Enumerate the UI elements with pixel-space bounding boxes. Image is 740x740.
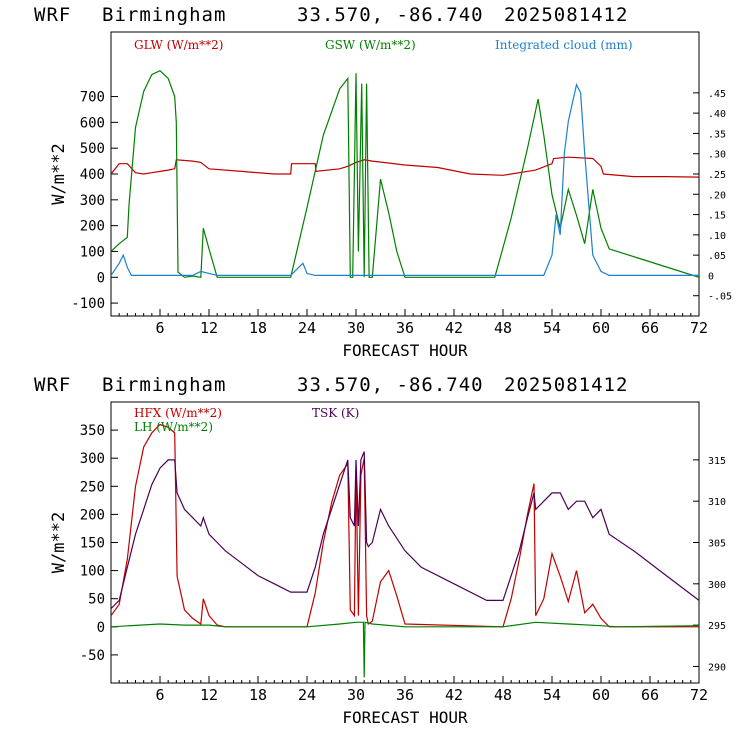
y-tick-label: -50 [80, 648, 105, 664]
x-tick-label: 30 [347, 319, 365, 337]
y2-tick-label: 290 [708, 662, 726, 673]
x-tick-label: 42 [445, 319, 463, 337]
series-line-2 [111, 69, 699, 278]
x-tick-label: 18 [249, 686, 267, 704]
y-axis-title: W/m**2 [49, 143, 69, 204]
flux-chart-svg: 6 12 18 24 30 36 42 48 54 60 66 72 -50 0 50 100 150 200 25… [49, 401, 726, 727]
x-tick-label: 42 [445, 686, 463, 704]
x-tick-label: 72 [690, 686, 708, 704]
y-tick-label: 250 [80, 479, 105, 495]
y-tick-label: 100 [80, 564, 105, 580]
x-tick-label: 48 [494, 319, 512, 337]
y2-tick-label: 295 [708, 621, 726, 632]
header-coords: 33.570, -86.740 [297, 374, 484, 396]
legend-entry: LH (W/m**2) [134, 420, 213, 434]
x-axis-title: FORECAST HOUR [342, 708, 468, 727]
x-axis-title: FORECAST HOUR [342, 341, 468, 360]
plot-frame [110, 31, 700, 317]
y-tick-label: 0 [97, 620, 105, 636]
x-tick-label: 54 [543, 319, 561, 337]
y-tick-label: 300 [80, 451, 105, 467]
y-tick-label: 400 [80, 167, 105, 183]
series-line-1 [111, 423, 699, 628]
radiation-chart-svg: 6 12 18 24 30 36 42 48 54 60 66 72 -100 0 100 200 300 400… [49, 31, 732, 360]
x-tick-label: 6 [155, 319, 164, 337]
y-tick-label: 100 [80, 244, 105, 260]
y-tick-label: -100 [71, 296, 105, 312]
y2-tick-label: .40 [708, 109, 726, 120]
header-coords: 33.570, -86.740 [297, 4, 484, 26]
y2-tick-label: .10 [708, 231, 726, 242]
y-axis-title: W/m**2 [49, 512, 69, 573]
x-tick-label: 48 [494, 686, 512, 704]
x-tick-label: 60 [592, 686, 610, 704]
x-tick-label: 24 [298, 686, 316, 704]
y-tick-label: 200 [80, 507, 105, 523]
y2-tick-label: 315 [708, 456, 726, 467]
y-tick-label: 700 [80, 90, 105, 106]
x-tick-label: 72 [690, 319, 708, 337]
x-tick-label: 36 [396, 319, 414, 337]
x-tick-label: 12 [200, 686, 218, 704]
legend-entry: GSW (W/m**2) [325, 38, 416, 52]
y2-tick-label: 310 [708, 497, 726, 508]
y2-tick-label: 0 [708, 271, 714, 282]
series-line-2 [111, 621, 699, 678]
y-tick-label: 600 [80, 115, 105, 131]
plot-frame [110, 401, 700, 684]
y-tick-label: 50 [88, 592, 105, 608]
y-tick-label: 150 [80, 536, 105, 552]
header-model: WRF [34, 374, 72, 396]
y2-tick-label: .25 [708, 170, 726, 181]
header-run: 2025081412 [504, 4, 629, 26]
y2-tick-label: .05 [708, 251, 726, 262]
y-tick-label: 500 [80, 141, 105, 157]
y-tick-label: 300 [80, 193, 105, 209]
x-tick-label: 66 [641, 319, 659, 337]
header-location: Birmingham [102, 374, 227, 396]
legend-entry: Integrated cloud (mm) [495, 38, 633, 52]
x-tick-label: 6 [155, 686, 164, 704]
x-tick-label: 66 [641, 686, 659, 704]
y-tick-label: 350 [80, 423, 105, 439]
x-tick-label: 30 [347, 686, 365, 704]
x-tick-label: 24 [298, 319, 316, 337]
y2-tick-label: .35 [708, 129, 726, 140]
x-tick-label: 36 [396, 686, 414, 704]
series-line-1 [111, 156, 699, 178]
header-run: 2025081412 [504, 374, 629, 396]
y-tick-label: 200 [80, 219, 105, 235]
x-tick-label: 18 [249, 319, 267, 337]
y2-tick-label: .20 [708, 190, 726, 201]
x-tick-label: 54 [543, 686, 561, 704]
y2-tick-label: .45 [708, 89, 726, 100]
legend-entry: GLW (W/m**2) [134, 38, 223, 52]
legend-entry: HFX (W/m**2) [134, 406, 222, 420]
chart-panel-radiation: WRF Birmingham 33.570, -86.740 202508141… [34, 4, 732, 360]
y2-tick-label: 305 [708, 539, 726, 550]
x-tick-label: 60 [592, 319, 610, 337]
header-location: Birmingham [102, 4, 227, 26]
series-line-3 [111, 451, 699, 610]
series-line-3 [111, 82, 699, 276]
y2-tick-label: -.05 [708, 292, 732, 303]
y2-tick-label: .30 [708, 150, 726, 161]
x-tick-label: 12 [200, 319, 218, 337]
y2-tick-label: 300 [708, 580, 726, 591]
chart-panel-flux: WRF Birmingham 33.570, -86.740 202508141… [0, 370, 740, 740]
y-tick-label: 0 [97, 270, 105, 286]
legend-entry: TSK (K) [312, 406, 359, 420]
y2-tick-label: .15 [708, 211, 726, 222]
header-model: WRF [34, 4, 72, 26]
